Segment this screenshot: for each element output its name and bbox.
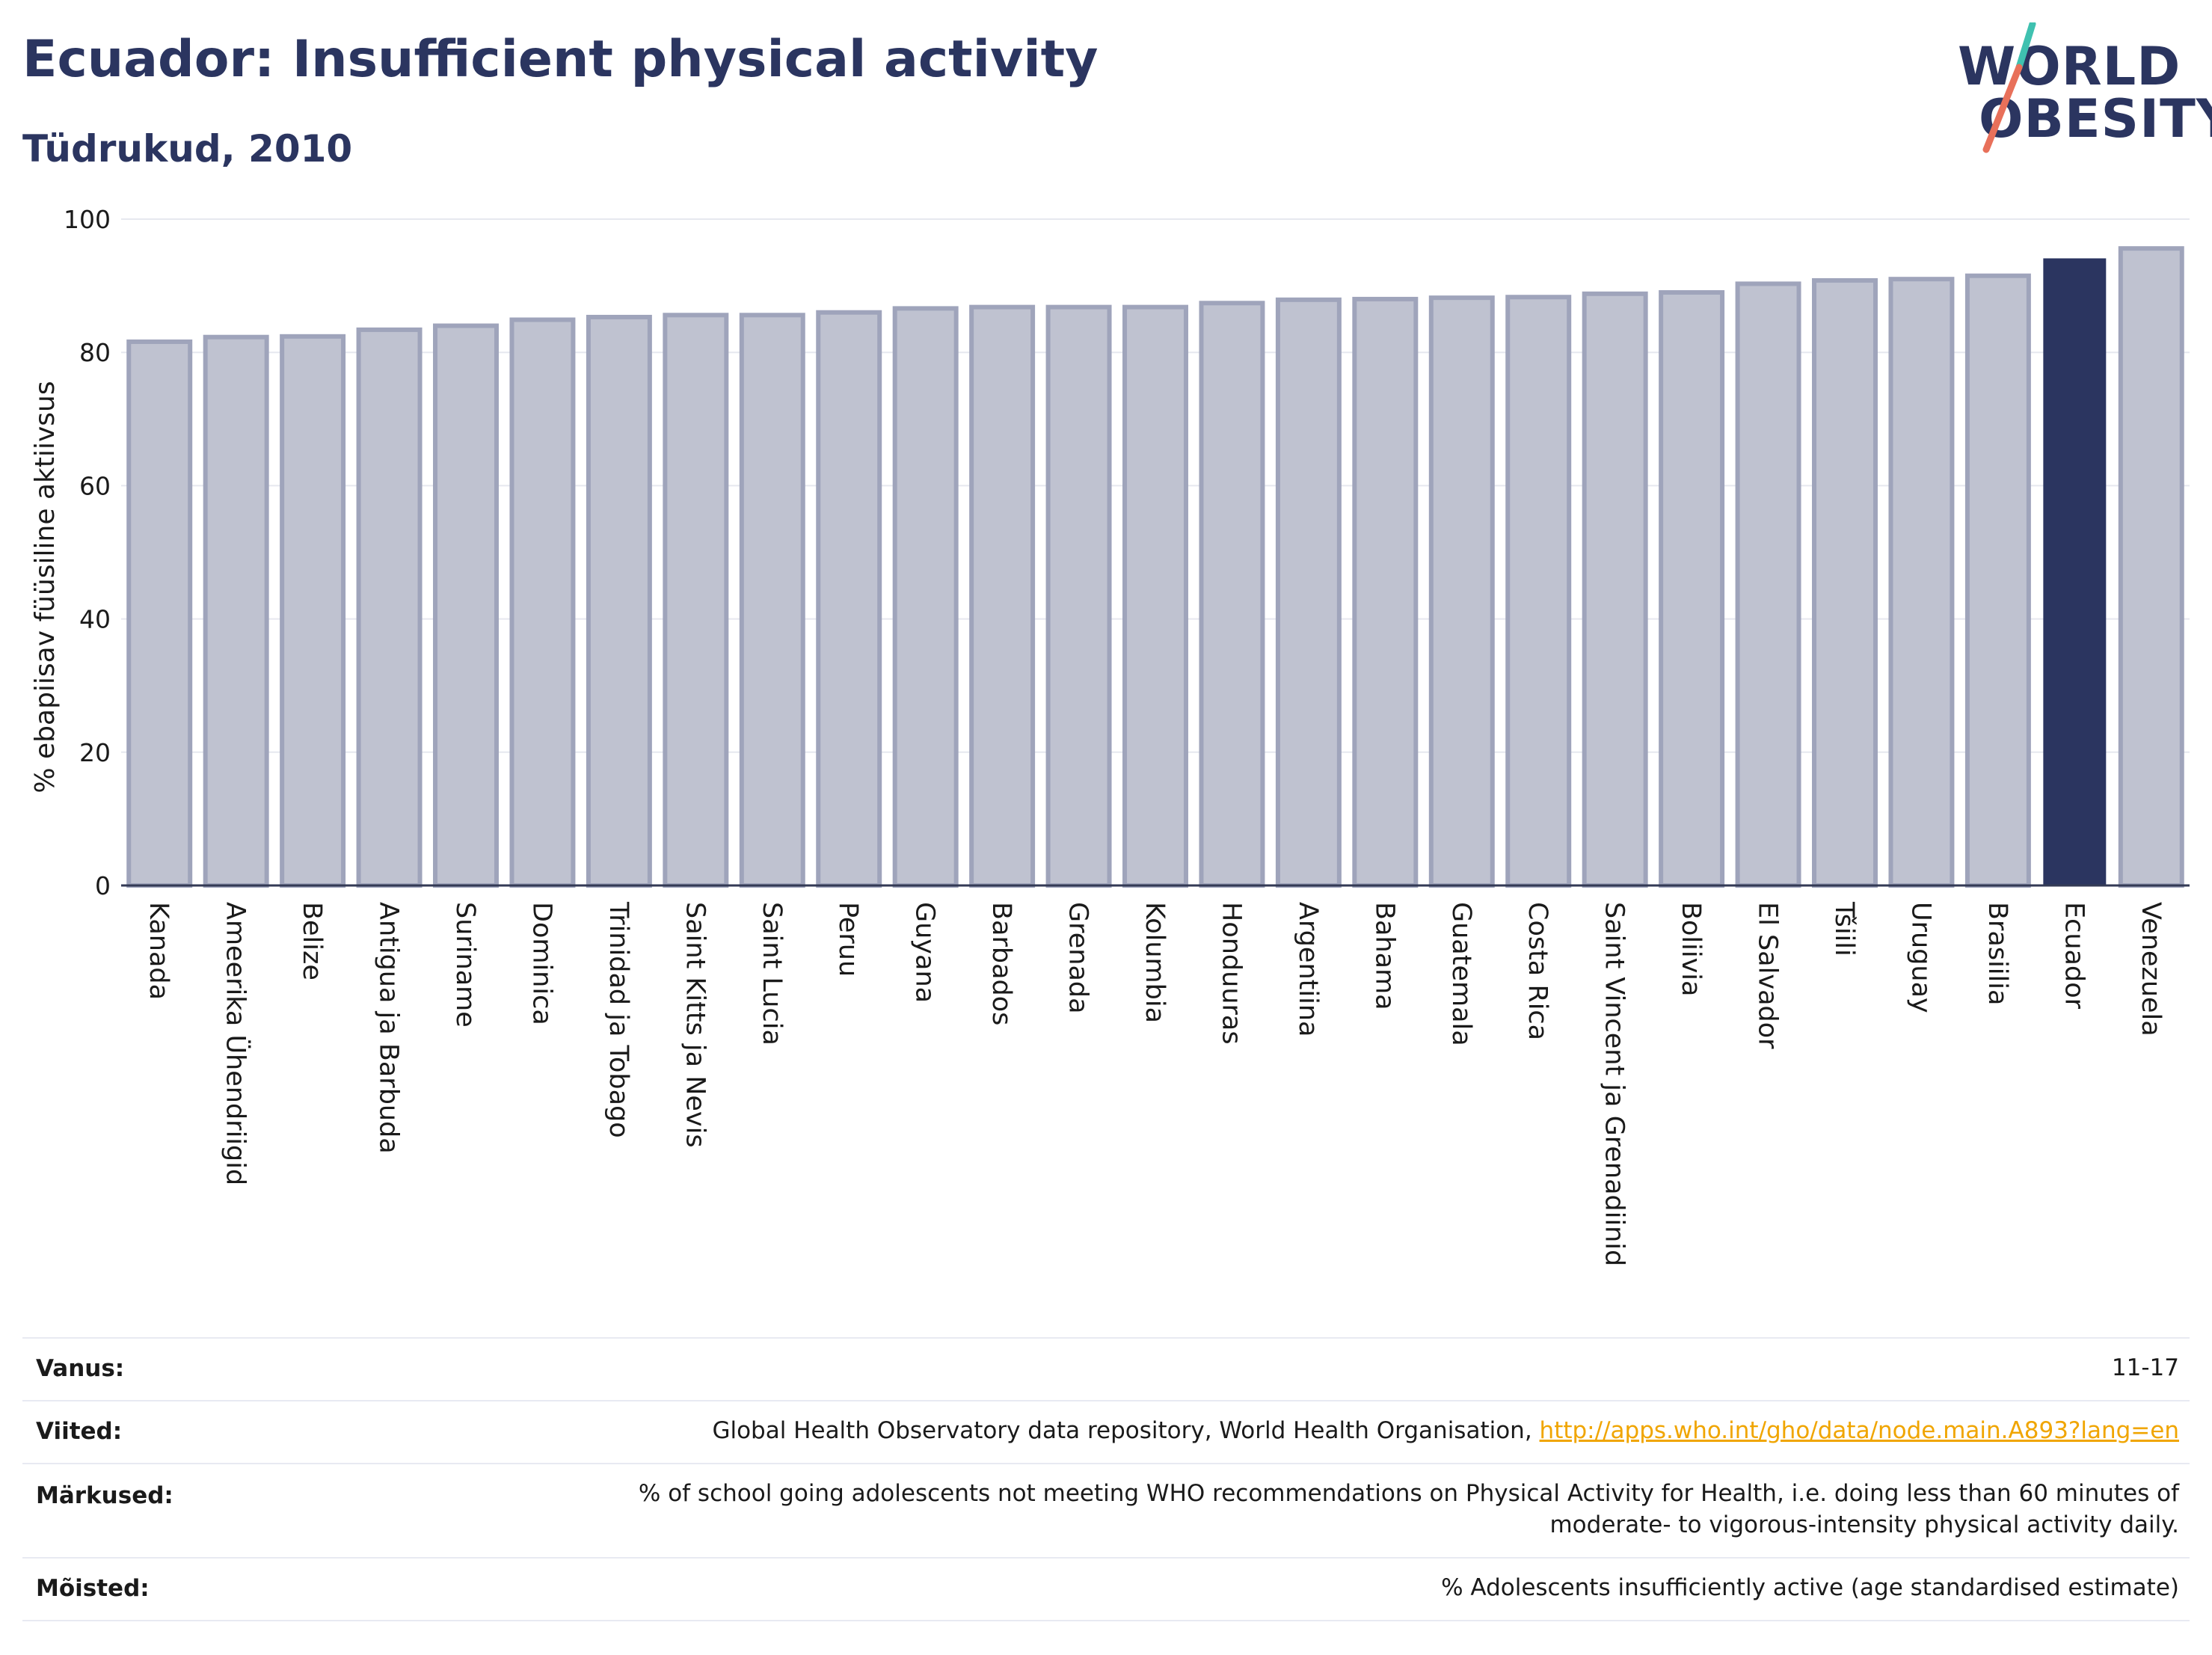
x-tick-label: Belize: [297, 902, 327, 980]
info-row-age: Vanus: 11-17: [22, 1337, 2190, 1400]
bar-venezuela[interactable]: [2118, 246, 2184, 888]
page-subtitle: Tüdrukud, 2010: [22, 127, 353, 171]
bar-barbados[interactable]: [969, 304, 1036, 888]
age-label: Vanus:: [36, 1355, 125, 1382]
bar-saint-vincent-ja-grenadiinid[interactable]: [1582, 291, 1648, 888]
x-tick-label: Kolumbia: [1140, 902, 1170, 1023]
x-tick-label: Peruu: [833, 902, 863, 977]
bar-saint-kitts-ja-nevis[interactable]: [663, 313, 729, 888]
bar-el-salvador[interactable]: [1735, 281, 1801, 888]
x-tick-label: Guatemala: [1446, 902, 1476, 1046]
logo-slash-icon: [1982, 22, 2036, 153]
info-row-references: Viited: Global Health Observatory data r…: [22, 1400, 2190, 1463]
logo-line-2: OBESITY: [1979, 88, 2212, 150]
y-tick-label: 80: [79, 338, 111, 367]
definitions-label: Mõisted:: [36, 1575, 150, 1602]
y-tick-label: 20: [79, 738, 111, 767]
x-tick-label: Tšiili: [1829, 901, 1859, 957]
x-tick-label: Honduuras: [1216, 902, 1246, 1045]
info-table: Vanus: 11-17 Viited: Global Health Obser…: [22, 1337, 2190, 1621]
bars: [126, 246, 2184, 888]
bar-boliivia[interactable]: [1659, 290, 1725, 888]
bar-trinidad-ja-tobago[interactable]: [586, 314, 652, 888]
bar-chart: 0 20 40 60 80 100 Kanada Ameerika Ühendriigid Be…: [30, 205, 2190, 1266]
x-tick-label: El Salvador: [1753, 902, 1783, 1049]
y-axis-label: % ebapiisav füüsiline aktiivsus: [30, 381, 61, 793]
notes-line-2: moderate- to vigorous-intensity physical…: [1549, 1511, 2179, 1538]
bar-peruu[interactable]: [816, 310, 882, 888]
y-tick-label: 0: [95, 871, 111, 900]
bar-guatemala[interactable]: [1428, 295, 1495, 888]
bar-belize[interactable]: [280, 334, 346, 888]
y-tick-label: 60: [79, 471, 111, 500]
bar-grenada[interactable]: [1045, 304, 1112, 888]
references-text: Global Health Observatory data repositor…: [712, 1417, 1540, 1444]
x-tick-label: Suriname: [450, 902, 480, 1028]
page-title: Ecuador: Insufficient physical activity: [22, 30, 1099, 89]
info-row-notes: Märkused: % of school going adolescents …: [22, 1463, 2190, 1557]
bar-ecuador[interactable]: [2043, 258, 2107, 886]
bar-saint-lucia[interactable]: [739, 313, 805, 888]
x-tick-label: Argentiina: [1293, 902, 1323, 1037]
references-label: Viited:: [36, 1418, 123, 1445]
bar-dominica[interactable]: [509, 317, 576, 888]
age-value: 11-17: [2111, 1354, 2179, 1381]
definitions-value: % Adolescents insufficiently active (age…: [1441, 1574, 2179, 1601]
bar-ameerika-hendriigid[interactable]: [203, 334, 269, 888]
bar-costa-rica[interactable]: [1505, 295, 1572, 888]
references-link[interactable]: http://apps.who.int/gho/data/node.main.A…: [1539, 1417, 2179, 1444]
x-tick-label: Kanada: [144, 902, 173, 1000]
x-tick-label: Saint Vincent ja Grenadiinid: [1600, 902, 1629, 1266]
y-tick-label: 40: [79, 605, 111, 634]
bar-kanada[interactable]: [126, 339, 193, 888]
notes-label: Märkused:: [36, 1482, 173, 1509]
y-tick-label: 100: [64, 205, 111, 234]
x-tick-label: Trinidad ja Tobago: [603, 901, 633, 1138]
x-tick-label: Barbados: [986, 902, 1016, 1025]
x-tick-label: Saint Lucia: [757, 902, 787, 1045]
x-tick-label: Grenada: [1063, 902, 1093, 1014]
bar-uruguay[interactable]: [1888, 277, 1955, 888]
world-obesity-logo: WORLD OBESITY: [1952, 22, 2212, 157]
bar-guyana[interactable]: [892, 306, 959, 888]
bar-brasiilia[interactable]: [1964, 273, 2031, 888]
x-tick-label: Antigua ja Barbuda: [374, 902, 404, 1154]
x-tick-label: Uruguay: [1905, 902, 1935, 1013]
bar-argentiina[interactable]: [1275, 297, 1342, 888]
x-tick-label: Ecuador: [2059, 902, 2089, 1010]
x-tick-label: Costa Rica: [1523, 902, 1552, 1040]
x-tick-label: Venezuela: [2136, 902, 2166, 1037]
x-tick-label: Brasiilia: [1982, 902, 2012, 1005]
logo-line-1: WORLD: [1958, 36, 2181, 97]
references-value: Global Health Observatory data repositor…: [22, 1401, 2190, 1446]
bar-honduuras[interactable]: [1199, 301, 1265, 888]
x-tick-label: Dominica: [526, 902, 556, 1025]
bar-kolumbia[interactable]: [1122, 304, 1188, 888]
bar-antigua-ja-barbuda[interactable]: [356, 327, 423, 888]
x-tick-label: Bahama: [1369, 902, 1399, 1010]
bar-t-iili[interactable]: [1812, 277, 1878, 888]
x-tick-label: Ameerika Ühendriigid: [221, 902, 252, 1185]
info-row-definitions: Mõisted: % Adolescents insufficiently ac…: [22, 1557, 2190, 1621]
x-tick-label: Saint Kitts ja Nevis: [680, 902, 710, 1148]
notes-line-1: % of school going adolescents not meetin…: [638, 1480, 2179, 1507]
bar-suriname[interactable]: [433, 323, 499, 888]
x-tick-label: Guyana: [910, 902, 940, 1003]
bar-bahama[interactable]: [1352, 296, 1419, 888]
axes: 0 20 40 60 80 100 Kanada Ameerika Ühendriigid Be…: [64, 205, 2190, 1266]
x-tick-label: Boliivia: [1676, 902, 1706, 996]
